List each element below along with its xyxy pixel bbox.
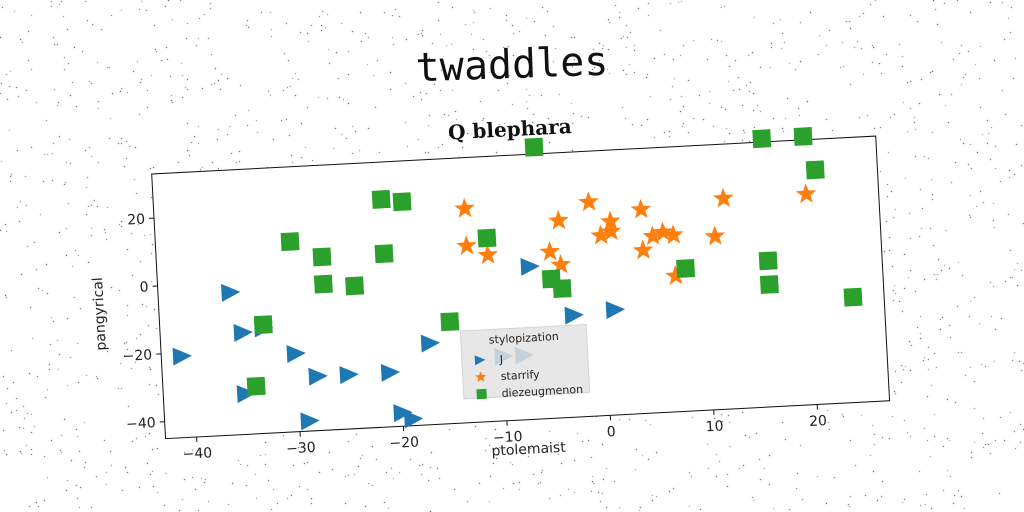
x-tick-label: 20 [809, 413, 828, 430]
triangle-marker [393, 404, 413, 423]
x-tick-label: −30 [286, 440, 316, 458]
square-marker [280, 232, 300, 252]
square-marker [246, 376, 266, 396]
star-marker [665, 265, 686, 285]
star-marker [578, 191, 599, 212]
legend-star-marker [474, 371, 487, 383]
y-tick-label: −40 [126, 415, 156, 433]
star-marker [550, 254, 572, 274]
square-marker [440, 312, 460, 332]
square-marker [374, 244, 394, 264]
triangle-marker [339, 366, 359, 385]
star-marker [663, 224, 684, 245]
square-marker [524, 137, 544, 157]
triangle-marker [221, 283, 241, 302]
square-marker [752, 129, 772, 149]
plot-area [151, 135, 891, 440]
triangle-marker [380, 363, 401, 382]
star-marker [477, 244, 498, 265]
square-marker [345, 276, 365, 296]
star-marker [539, 240, 560, 261]
triangle-marker [403, 410, 424, 429]
series-starrify [454, 183, 817, 285]
triangle-marker [172, 347, 192, 366]
triangle-marker [300, 412, 320, 431]
legend-label: starrify [500, 368, 540, 383]
star-marker [600, 210, 621, 231]
legend-title: stylopization [489, 330, 560, 347]
square-marker [676, 259, 696, 278]
y-tick-label: 20 [127, 212, 146, 229]
legend-box [459, 323, 591, 400]
series-diezeugmenon [246, 127, 863, 396]
star-marker [704, 225, 726, 246]
star-marker [456, 235, 477, 256]
chart-title: Q blephara [447, 114, 572, 144]
square-marker [477, 228, 497, 248]
triangle-marker [233, 324, 253, 342]
x-tick-label: 10 [705, 418, 724, 435]
triangle-marker [605, 301, 626, 320]
square-marker [793, 127, 813, 146]
star-marker [795, 183, 817, 204]
star-marker [548, 209, 569, 230]
y-tick-label: −20 [122, 347, 152, 365]
star-marker [632, 239, 654, 260]
star-marker [454, 197, 475, 218]
star-marker [652, 221, 674, 242]
y-axis-label: pangyrical [90, 277, 110, 351]
triangle-marker [308, 367, 328, 386]
x-axis-label: ptolemaist [491, 440, 567, 460]
triangle-marker [286, 345, 306, 364]
square-marker [843, 287, 863, 307]
triangle-marker [564, 306, 584, 325]
square-marker [392, 192, 412, 212]
triangle-marker [520, 257, 540, 276]
y-tick-label: 0 [139, 279, 149, 295]
legend-label: J [499, 353, 504, 366]
square-marker [805, 160, 825, 180]
x-tick-label: 0 [606, 424, 616, 440]
x-tick-label: −10 [493, 429, 523, 447]
legend-label: diezeugmenon [501, 383, 583, 400]
square-marker [312, 247, 332, 267]
legend-square-marker [476, 388, 487, 400]
legend-triangle-marker [474, 355, 486, 366]
star-marker [600, 220, 622, 241]
star-marker [630, 198, 652, 219]
square-marker [253, 315, 273, 335]
star-marker [712, 187, 734, 208]
x-tick-label: −20 [389, 434, 419, 452]
triangle-marker [420, 334, 441, 353]
square-marker [552, 279, 572, 299]
square-marker [313, 274, 333, 294]
square-marker [759, 275, 779, 294]
triangle-marker [236, 385, 257, 404]
x-tick-label: −40 [182, 445, 212, 463]
square-marker [758, 251, 778, 271]
square-marker [371, 189, 391, 209]
